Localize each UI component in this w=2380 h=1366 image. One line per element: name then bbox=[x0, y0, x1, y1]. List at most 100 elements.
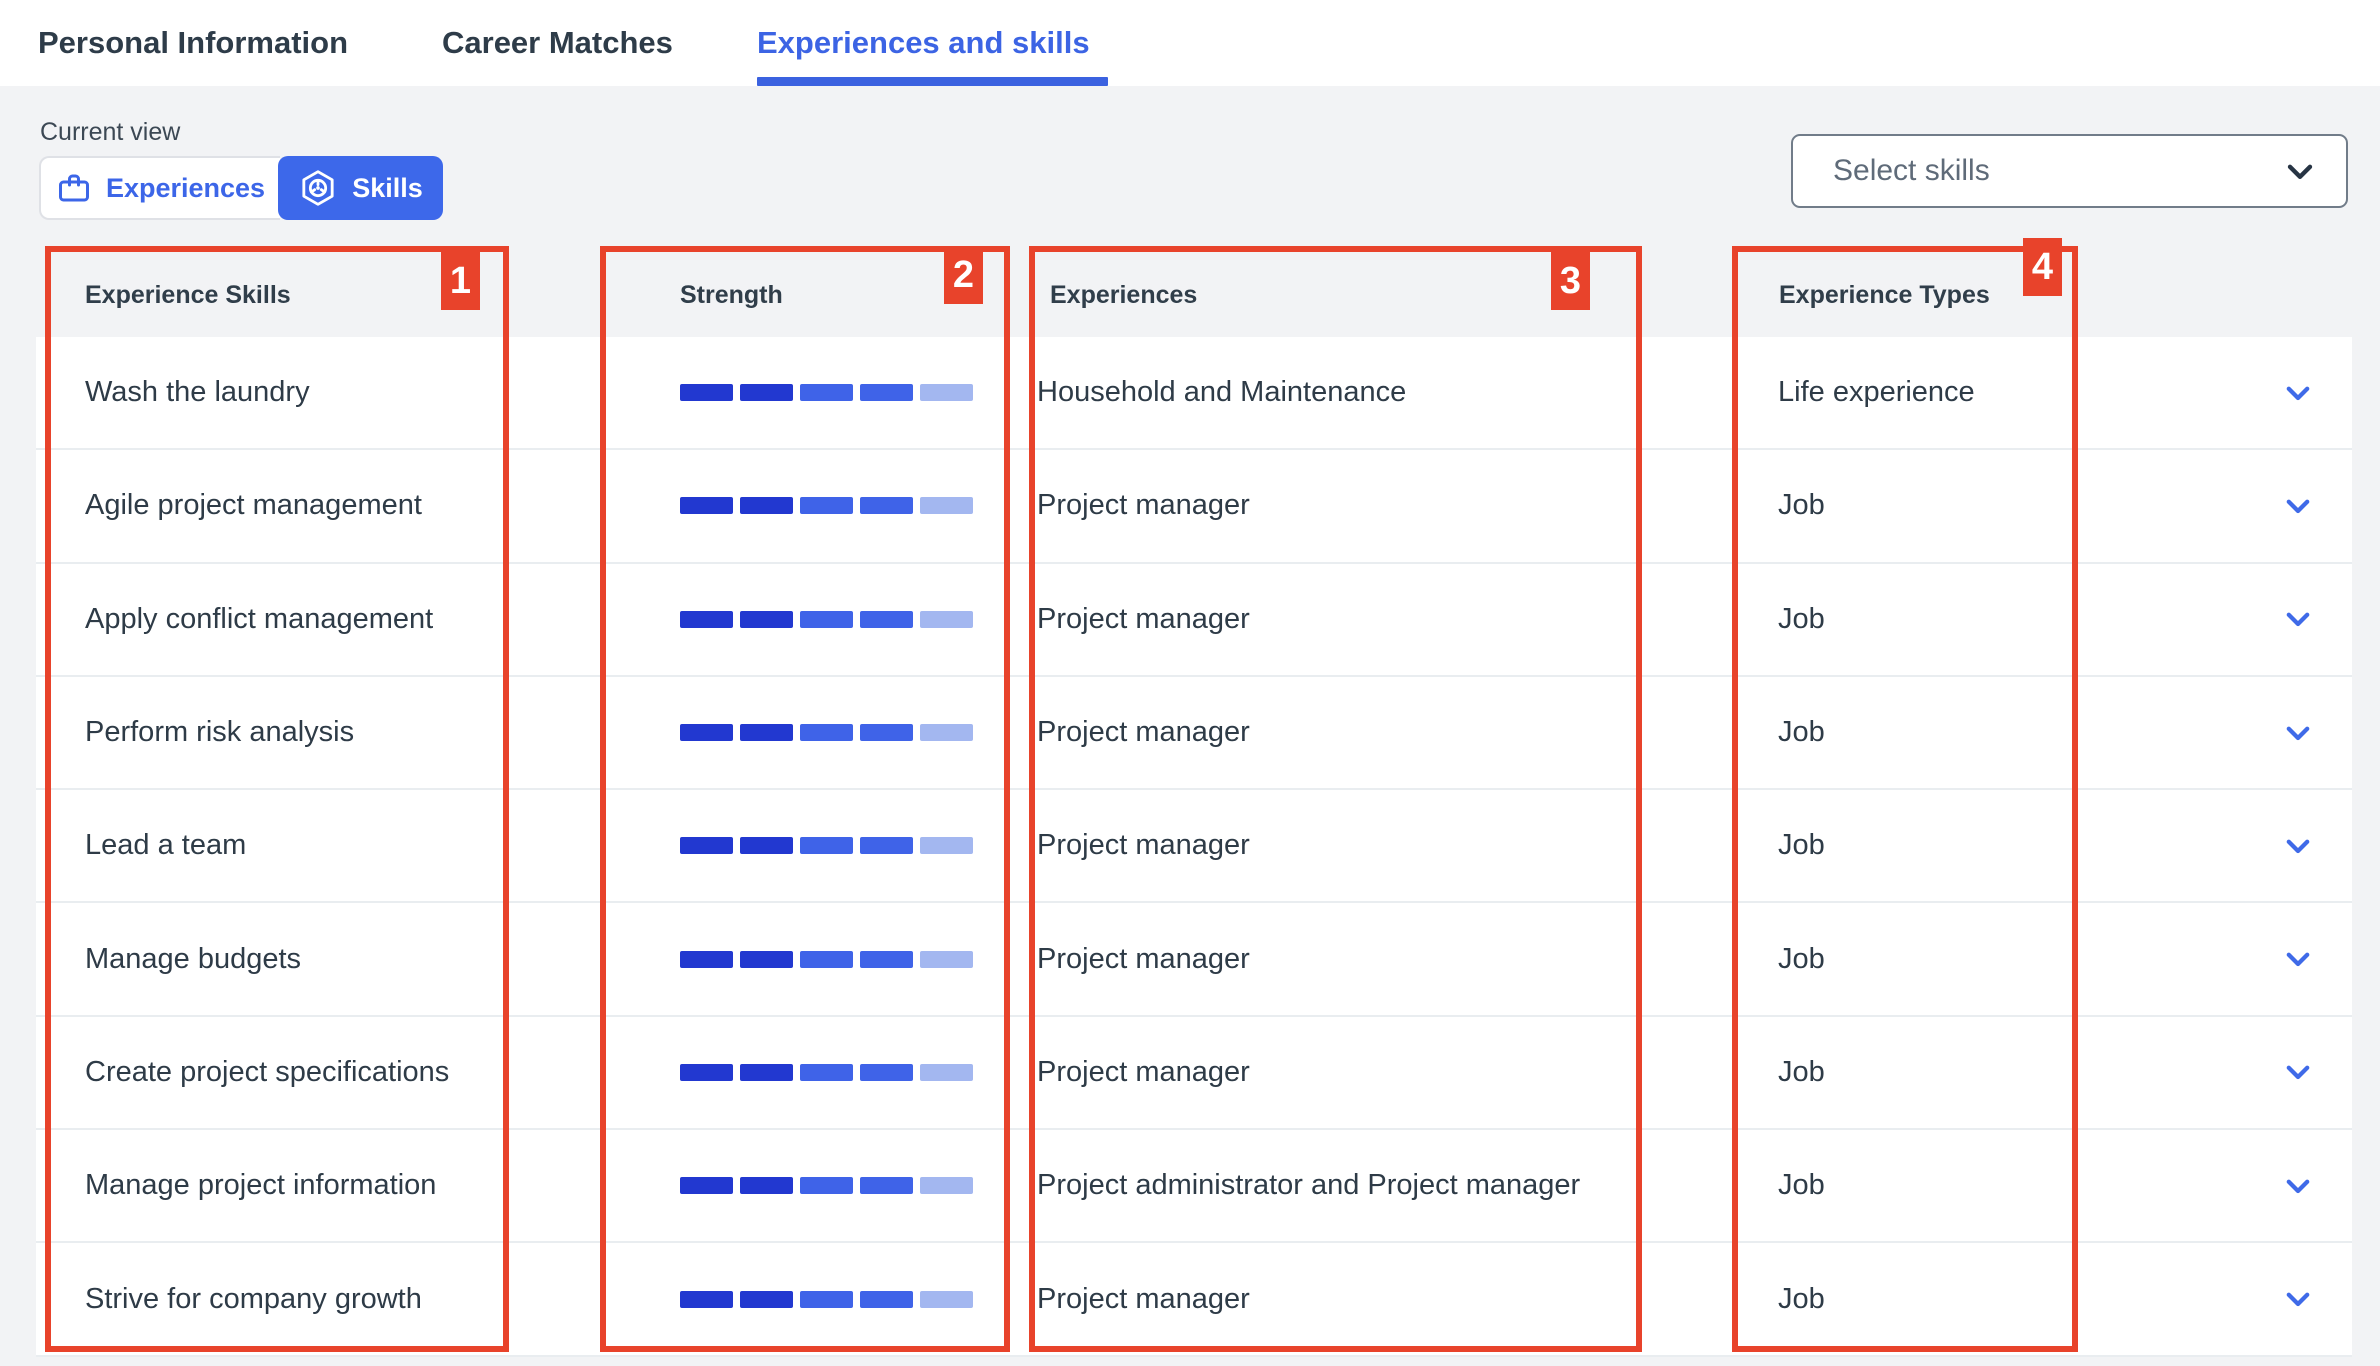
strength-segment-light bbox=[920, 1063, 973, 1081]
tab-career-matches[interactable]: Career Matches bbox=[442, 25, 673, 60]
experience-type: Job bbox=[1778, 829, 1825, 862]
experience-name: Project administrator and Project manage… bbox=[1037, 1169, 1581, 1202]
strength-segment-dark bbox=[740, 1063, 793, 1081]
expand-row-button[interactable] bbox=[2268, 564, 2328, 675]
skill-name: Manage project information bbox=[85, 1169, 437, 1202]
chevron-down-icon bbox=[2281, 829, 2315, 863]
strength-bars bbox=[680, 497, 973, 515]
tab-experiences-and-skills[interactable]: Experiences and skills bbox=[757, 25, 1090, 60]
table-row: Wash the laundry Household and Maintenan… bbox=[36, 337, 2352, 451]
expand-row-button[interactable] bbox=[2268, 337, 2328, 448]
experience-name: Project manager bbox=[1037, 829, 1250, 862]
strength-segment-medium bbox=[860, 610, 913, 628]
strength-segment-medium bbox=[800, 950, 853, 968]
strength-segment-light bbox=[920, 610, 973, 628]
experiences-view-button[interactable]: Experiences bbox=[39, 156, 280, 220]
strength-segment-dark bbox=[740, 724, 793, 742]
strength-segment-dark bbox=[680, 610, 733, 628]
strength-segment-light bbox=[920, 837, 973, 855]
skills-view-label: Skills bbox=[352, 172, 423, 203]
strength-segment-dark bbox=[680, 724, 733, 742]
strength-segment-medium bbox=[800, 1063, 853, 1081]
table-row: Agile project management Project manager… bbox=[36, 450, 2352, 564]
strength-segment-dark bbox=[740, 384, 793, 402]
chevron-down-icon bbox=[2281, 716, 2315, 750]
experiences-view-label: Experiences bbox=[105, 172, 266, 203]
table-header: Experience Skills Strength Experiences E… bbox=[36, 253, 2352, 337]
table-row: Manage project information Project admin… bbox=[36, 1130, 2352, 1244]
strength-segment-dark bbox=[740, 950, 793, 968]
experience-type: Job bbox=[1778, 1169, 1825, 1202]
skills-table: Wash the laundry Household and Maintenan… bbox=[36, 337, 2352, 1357]
expand-row-button[interactable] bbox=[2268, 450, 2328, 561]
strength-bars bbox=[680, 1290, 973, 1308]
skill-name: Strive for company growth bbox=[85, 1282, 422, 1315]
experience-name: Project manager bbox=[1037, 716, 1250, 749]
select-skills-placeholder: Select skills bbox=[1833, 154, 1990, 187]
skill-name: Agile project management bbox=[85, 489, 422, 522]
strength-bars bbox=[680, 837, 973, 855]
table-row: Manage budgets Project manager Job bbox=[36, 903, 2352, 1017]
select-skills-dropdown[interactable]: Select skills bbox=[1791, 134, 2348, 208]
column-header-strength: Strength bbox=[680, 280, 783, 309]
experience-name: Project manager bbox=[1037, 1055, 1250, 1088]
briefcase-icon bbox=[56, 170, 92, 206]
skill-name: Wash the laundry bbox=[85, 376, 310, 409]
strength-segment-dark bbox=[680, 1063, 733, 1081]
expand-row-button[interactable] bbox=[2268, 903, 2328, 1014]
skills-badge-icon bbox=[298, 168, 338, 208]
strength-segment-dark bbox=[680, 1290, 733, 1308]
chevron-down-icon bbox=[2280, 151, 2320, 191]
view-toggle: Experiences Skills bbox=[39, 156, 443, 220]
experience-name: Project manager bbox=[1037, 942, 1250, 975]
experience-type: Job bbox=[1778, 716, 1825, 749]
strength-segment-medium bbox=[860, 1290, 913, 1308]
chevron-down-icon bbox=[2281, 602, 2315, 636]
strength-bars bbox=[680, 384, 973, 402]
tab-personal-information[interactable]: Personal Information bbox=[38, 25, 349, 60]
strength-segment-dark bbox=[740, 1177, 793, 1195]
strength-segment-medium bbox=[860, 724, 913, 742]
strength-segment-medium bbox=[860, 837, 913, 855]
strength-segment-medium bbox=[800, 384, 853, 402]
expand-row-button[interactable] bbox=[2268, 1017, 2328, 1128]
table-row: Lead a team Project manager Job bbox=[36, 790, 2352, 904]
strength-segment-dark bbox=[680, 384, 733, 402]
chevron-down-icon bbox=[2281, 942, 2315, 976]
strength-segment-medium bbox=[800, 1290, 853, 1308]
strength-segment-medium bbox=[800, 1177, 853, 1195]
strength-segment-dark bbox=[740, 837, 793, 855]
strength-segment-dark bbox=[740, 1290, 793, 1308]
table-row: Apply conflict management Project manage… bbox=[36, 564, 2352, 677]
current-view-label: Current view bbox=[40, 118, 181, 146]
expand-row-button[interactable] bbox=[2268, 677, 2328, 788]
chevron-down-icon bbox=[2281, 1055, 2315, 1089]
skills-view-button[interactable]: Skills bbox=[278, 156, 443, 220]
active-tab-underline bbox=[757, 77, 1108, 86]
strength-segment-medium bbox=[800, 837, 853, 855]
strength-bars bbox=[680, 724, 973, 742]
experience-name: Project manager bbox=[1037, 1282, 1250, 1315]
column-header-experiences: Experiences bbox=[1050, 280, 1198, 309]
skill-name: Create project specifications bbox=[85, 1055, 450, 1088]
strength-bars bbox=[680, 610, 973, 628]
skill-name: Apply conflict management bbox=[85, 602, 434, 635]
chevron-down-icon bbox=[2281, 1282, 2315, 1316]
strength-segment-medium bbox=[860, 1177, 913, 1195]
strength-segment-medium bbox=[800, 724, 853, 742]
strength-segment-medium bbox=[860, 497, 913, 515]
strength-segment-light bbox=[920, 724, 973, 742]
experience-type: Job bbox=[1778, 1282, 1825, 1315]
strength-segment-medium bbox=[860, 1063, 913, 1081]
expand-row-button[interactable] bbox=[2268, 790, 2328, 901]
chevron-down-icon bbox=[2281, 489, 2315, 523]
strength-bars bbox=[680, 1177, 973, 1195]
expand-row-button[interactable] bbox=[2268, 1130, 2328, 1241]
expand-row-button[interactable] bbox=[2268, 1243, 2328, 1354]
column-header-experience-skills: Experience Skills bbox=[85, 280, 291, 309]
skill-name: Lead a team bbox=[85, 829, 247, 862]
experience-type: Job bbox=[1778, 942, 1825, 975]
strength-segment-medium bbox=[860, 384, 913, 402]
experience-name: Project manager bbox=[1037, 489, 1250, 522]
table-row: Create project specifications Project ma… bbox=[36, 1017, 2352, 1131]
